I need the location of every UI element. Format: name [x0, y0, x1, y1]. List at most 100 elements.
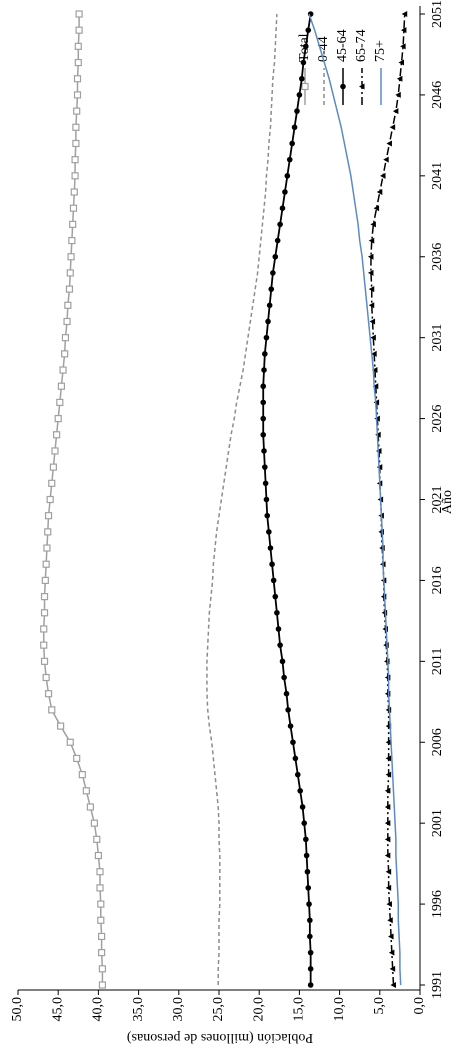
marker	[265, 318, 271, 325]
marker	[260, 383, 267, 390]
x-tick-label: 2001	[430, 809, 445, 837]
x-tick-label: 2021	[430, 486, 445, 514]
marker	[72, 123, 80, 131]
marker	[272, 253, 279, 260]
marker	[41, 576, 49, 585]
marker	[70, 188, 78, 196]
marker	[65, 285, 74, 293]
marker	[42, 673, 50, 682]
marker	[72, 139, 80, 148]
marker	[71, 156, 79, 164]
marker	[269, 561, 275, 568]
marker	[97, 916, 105, 924]
marker	[90, 819, 98, 827]
marker	[372, 383, 379, 390]
y-tick-label: 50,0	[10, 997, 25, 1022]
marker	[388, 949, 395, 956]
x-tick-label: 2006	[430, 728, 445, 756]
marker	[368, 286, 375, 293]
y-tick-label: 0,0	[412, 997, 427, 1015]
marker	[289, 140, 295, 147]
marker	[94, 851, 103, 860]
marker	[56, 398, 64, 407]
marker	[303, 43, 309, 50]
marker	[307, 982, 314, 988]
marker	[98, 981, 107, 989]
marker	[385, 739, 392, 746]
marker	[42, 560, 50, 568]
marker	[301, 820, 308, 826]
y-tick-label: 30,0	[171, 997, 186, 1022]
marker	[96, 868, 104, 876]
marker	[261, 367, 267, 373]
marker	[73, 107, 81, 115]
marker	[69, 204, 78, 212]
marker	[376, 189, 383, 196]
marker	[307, 933, 313, 940]
marker	[303, 852, 310, 859]
marker	[40, 657, 49, 665]
marker	[294, 771, 301, 778]
marker	[389, 965, 396, 972]
marker	[301, 82, 309, 91]
rotated-chart: Año Población (millones de personas) 0,0…	[10, 0, 454, 1045]
y-tick-label: 35,0	[131, 997, 146, 1022]
marker	[287, 723, 294, 729]
marker	[63, 317, 71, 326]
marker	[263, 496, 270, 503]
marker	[40, 593, 49, 601]
marker	[384, 836, 391, 843]
marker	[44, 690, 53, 698]
marker	[59, 366, 67, 374]
marker	[73, 91, 82, 99]
marker	[400, 43, 406, 50]
marker	[296, 92, 303, 98]
series-line	[206, 13, 278, 985]
y-tick-label: 5,0	[372, 997, 387, 1015]
marker	[292, 755, 299, 762]
marker	[279, 658, 286, 665]
x-axis-title: Año	[440, 490, 454, 514]
marker	[98, 965, 107, 973]
marker	[284, 173, 291, 179]
marker	[82, 787, 90, 795]
marker	[297, 787, 304, 794]
y-tick-label: 20,0	[251, 997, 266, 1022]
marker	[285, 707, 291, 713]
marker	[54, 414, 62, 423]
marker	[305, 27, 312, 33]
marker	[73, 754, 81, 763]
x-tick-label: 2051	[430, 0, 445, 28]
marker	[272, 593, 279, 600]
marker	[299, 804, 306, 810]
marker	[44, 528, 52, 536]
legend-label: 75+	[373, 40, 388, 62]
marker	[368, 302, 375, 309]
marker	[367, 253, 374, 260]
marker	[266, 529, 272, 535]
marker	[49, 463, 57, 471]
marker	[74, 42, 82, 50]
marker	[75, 10, 83, 18]
marker	[48, 479, 56, 487]
marker	[396, 75, 403, 82]
marker	[69, 220, 77, 228]
marker	[290, 739, 296, 746]
marker	[385, 755, 392, 762]
marker	[46, 495, 54, 504]
marker	[392, 108, 399, 115]
marker	[368, 237, 375, 244]
marker	[279, 205, 286, 211]
x-tick-label: 2046	[430, 81, 445, 109]
marker	[371, 350, 377, 357]
marker	[74, 58, 82, 67]
marker	[370, 221, 376, 228]
y-tick-label: 10,0	[332, 997, 347, 1022]
marker	[373, 205, 380, 212]
marker	[262, 351, 268, 357]
x-tick-label: 2031	[430, 324, 445, 352]
marker	[380, 172, 386, 179]
marker	[96, 884, 104, 892]
marker	[386, 140, 392, 147]
